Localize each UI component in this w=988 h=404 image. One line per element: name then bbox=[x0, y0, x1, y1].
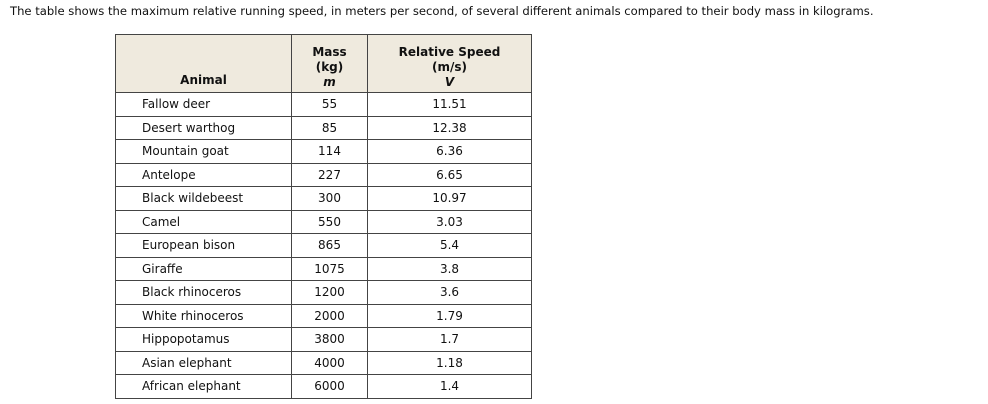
table-row: Fallow deer 55 11.51 bbox=[115, 92, 532, 117]
table-row: Antelope 227 6.65 bbox=[115, 162, 532, 187]
table-row: Mountain goat 114 6.36 bbox=[115, 139, 532, 164]
table-cell: 4000 bbox=[291, 350, 368, 375]
table-cell: 6.65 bbox=[367, 162, 532, 187]
table-cell: 6000 bbox=[291, 374, 368, 399]
header-row: Animal Mass (kg) m Relative Speed (m/s) V bbox=[115, 34, 532, 93]
header-cell: Relative Speed (m/s) V bbox=[367, 34, 532, 93]
table-cell: Hippopotamus bbox=[115, 327, 292, 352]
table-cell: 1075 bbox=[291, 256, 368, 281]
header-text: Animal bbox=[180, 73, 227, 87]
table-cell: 865 bbox=[291, 233, 368, 258]
table-cell: 227 bbox=[291, 162, 368, 187]
table-cell: European bison bbox=[115, 233, 292, 258]
table-row: Desert warthog 85 12.38 bbox=[115, 115, 532, 140]
table-row: Hippopotamus 3800 1.7 bbox=[115, 327, 532, 352]
header-text: (m/s) bbox=[432, 60, 467, 74]
table-cell: Black wildebeest bbox=[115, 186, 292, 211]
table-cell: 1.4 bbox=[367, 374, 532, 399]
table-cell: Antelope bbox=[115, 162, 292, 187]
table-cell: Giraffe bbox=[115, 256, 292, 281]
table-cell: 10.97 bbox=[367, 186, 532, 211]
header-text: Relative Speed bbox=[398, 45, 501, 59]
table-cell: 1.18 bbox=[367, 350, 532, 375]
table-cell: 85 bbox=[291, 115, 368, 140]
table-cell: Camel bbox=[115, 209, 292, 234]
table-cell: Desert warthog bbox=[115, 115, 292, 140]
table-cell: 300 bbox=[291, 186, 368, 211]
table-cell: Mountain goat bbox=[115, 139, 292, 164]
table-cell: 5.4 bbox=[367, 233, 532, 258]
table-cell: Fallow deer bbox=[115, 92, 292, 117]
table-cell: 550 bbox=[291, 209, 368, 234]
table-row: Camel 550 3.03 bbox=[115, 209, 532, 234]
table-cell: African elephant bbox=[115, 374, 292, 399]
table-body: Fallow deer 55 11.51 Desert warthog 85 12.38 M… bbox=[115, 92, 532, 399]
table-cell: 3.6 bbox=[367, 280, 532, 305]
table-head: Animal Mass (kg) m Relative Speed (m/s) V bbox=[115, 34, 532, 93]
header-cell: Mass (kg) m bbox=[291, 34, 368, 93]
table-cell: Black rhinoceros bbox=[115, 280, 292, 305]
table-cell: Asian elephant bbox=[115, 350, 292, 375]
table-cell: 2000 bbox=[291, 303, 368, 328]
table-row: African elephant 6000 1.4 bbox=[115, 374, 532, 399]
table-row: Black rhinoceros 1200 3.6 bbox=[115, 280, 532, 305]
intro-text: The table shows the maximum relative run… bbox=[10, 4, 874, 18]
table-row: Giraffe 1075 3.8 bbox=[115, 256, 532, 281]
table-row: White rhinoceros 2000 1.79 bbox=[115, 303, 532, 328]
table-cell: 3.8 bbox=[367, 256, 532, 281]
table-cell: 1.79 bbox=[367, 303, 532, 328]
table-cell: 11.51 bbox=[367, 92, 532, 117]
table-cell: 12.38 bbox=[367, 115, 532, 140]
data-table: Animal Mass (kg) m Relative Speed (m/s) V Fall… bbox=[115, 34, 532, 399]
table-cell: 3800 bbox=[291, 327, 368, 352]
table-cell: 6.36 bbox=[367, 139, 532, 164]
header-cell: Animal bbox=[115, 34, 292, 93]
table-cell: White rhinoceros bbox=[115, 303, 292, 328]
header-text: Mass bbox=[312, 45, 347, 59]
header-variable: m bbox=[323, 75, 336, 89]
table-row: Asian elephant 4000 1.18 bbox=[115, 350, 532, 375]
table-row: Black wildebeest 300 10.97 bbox=[115, 186, 532, 211]
header-variable: V bbox=[444, 75, 455, 89]
table-cell: 3.03 bbox=[367, 209, 532, 234]
table-cell: 114 bbox=[291, 139, 368, 164]
header-text: (kg) bbox=[315, 60, 344, 74]
table-cell: 55 bbox=[291, 92, 368, 117]
table-cell: 1.7 bbox=[367, 327, 532, 352]
table-row: European bison 865 5.4 bbox=[115, 233, 532, 258]
table-cell: 1200 bbox=[291, 280, 368, 305]
